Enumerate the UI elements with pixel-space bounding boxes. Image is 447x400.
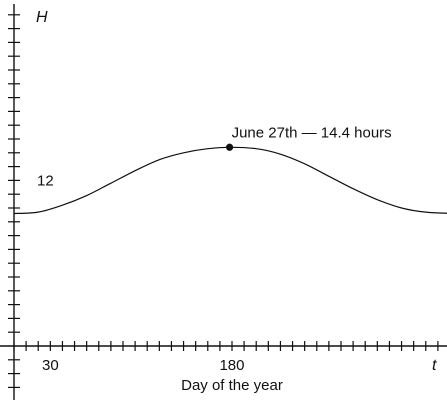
tick-labels: 30 180 12 [37,172,245,374]
peak-point [225,143,234,151]
y-tick-label: 12 [37,172,54,189]
x-axis-label: Day of the year [181,377,283,394]
series-line [13,146,447,215]
y-axis-symbol: H [36,9,48,26]
x-tick-label: 30 [42,357,59,374]
peak-annotation: June 27th — 14.4 hours [232,124,392,141]
x-axis-symbol: t [432,357,437,374]
x-tick-label: 180 [219,357,244,374]
